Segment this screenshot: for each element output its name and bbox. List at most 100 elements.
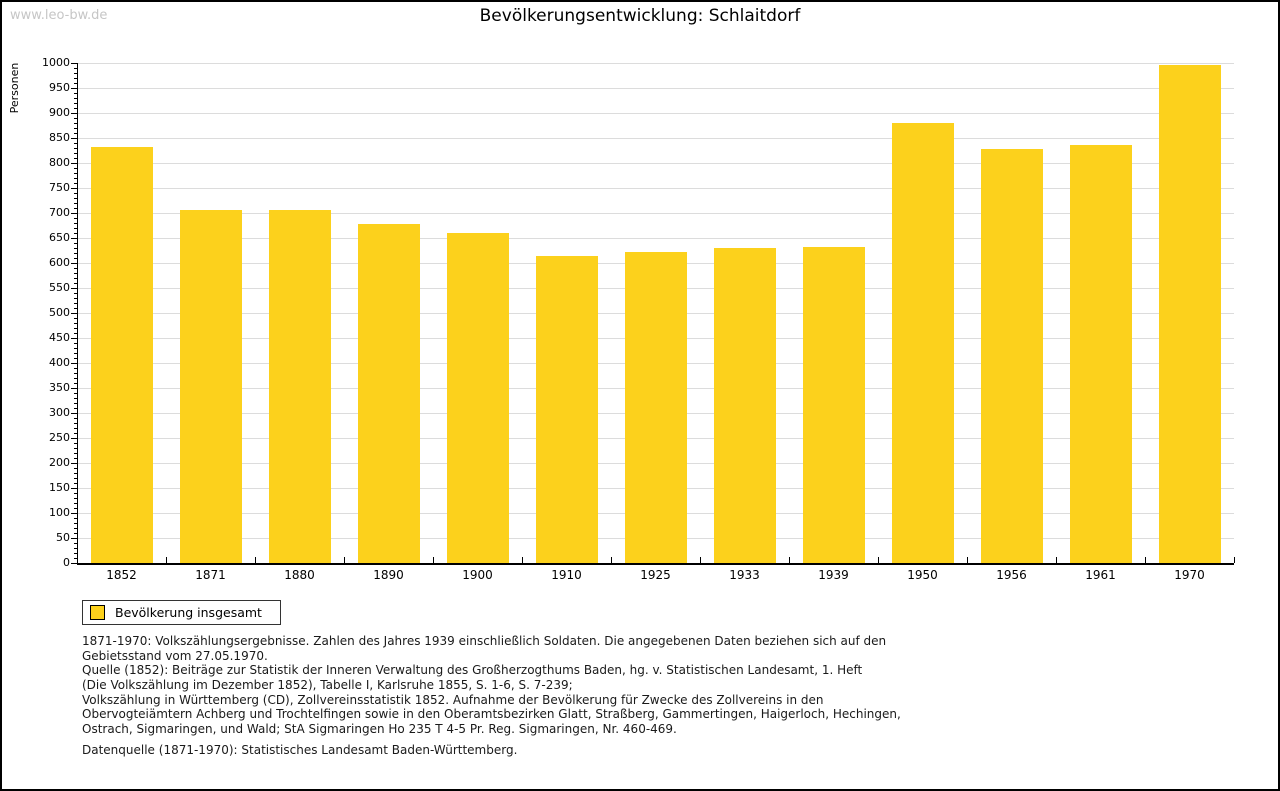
datasource-line: Datenquelle (1871-1970): Statistisches L… — [82, 743, 518, 757]
y-major-tick-200 — [71, 462, 77, 464]
bar-1890 — [357, 224, 420, 563]
y-minor-tick — [74, 147, 77, 149]
y-minor-tick — [74, 107, 77, 109]
y-major-tick-600 — [71, 262, 77, 264]
bar-1961 — [1069, 145, 1132, 563]
y-minor-tick — [74, 372, 77, 374]
footnote-line: 1871-1970: Volkszählungsergebnisse. Zahl… — [82, 634, 887, 648]
y-minor-tick — [74, 217, 77, 219]
y-minor-tick — [74, 407, 77, 409]
x-boundary-tick — [255, 557, 256, 563]
y-minor-tick — [74, 492, 77, 494]
y-minor-tick — [74, 542, 77, 544]
footnote-line: (Die Volkszählung im Dezember 1852), Tab… — [82, 677, 573, 692]
bar-1925 — [624, 252, 687, 563]
y-minor-tick — [74, 117, 77, 119]
x-tick-label-1925: 1925 — [640, 568, 671, 582]
y-minor-tick — [74, 152, 77, 154]
y-major-tick-800 — [71, 162, 77, 164]
source-footnotes: 1871-1970: Volkszählungsergebnisse. Zahl… — [82, 634, 1202, 736]
y-tick-label-1000: 1000 — [42, 56, 70, 69]
y-minor-tick — [74, 92, 77, 94]
x-tick-label-1939: 1939 — [818, 568, 849, 582]
y-major-tick-50 — [71, 537, 77, 539]
y-major-tick-550 — [71, 287, 77, 289]
x-tick-label-1890: 1890 — [373, 568, 404, 582]
y-minor-tick — [74, 317, 77, 319]
y-minor-tick — [74, 467, 77, 469]
y-minor-tick — [74, 547, 77, 549]
y-minor-tick — [74, 267, 77, 269]
x-boundary-tick — [1056, 557, 1057, 563]
y-major-tick-150 — [71, 487, 77, 489]
y-minor-tick — [74, 357, 77, 359]
x-boundary-tick — [967, 557, 968, 563]
gridline-650 — [77, 238, 1234, 239]
y-minor-tick — [74, 82, 77, 84]
footnote-line: Gebietsstand vom 27.05.1970. — [82, 648, 268, 663]
y-tick-label-700: 700 — [49, 206, 70, 219]
bar-1880 — [268, 210, 331, 563]
bar-1933 — [713, 248, 776, 563]
y-tick-label-400: 400 — [49, 356, 70, 369]
x-tick-label-1956: 1956 — [996, 568, 1027, 582]
y-minor-tick — [74, 352, 77, 354]
y-tick-label-450: 450 — [49, 331, 70, 344]
y-minor-tick — [74, 522, 77, 524]
bar-1956 — [980, 149, 1043, 563]
x-tick-label-1961: 1961 — [1085, 568, 1116, 582]
y-major-tick-950 — [71, 87, 77, 89]
y-tick-label-150: 150 — [49, 481, 70, 494]
x-tick-label-1852: 1852 — [106, 568, 137, 582]
x-tick-label-1880: 1880 — [284, 568, 315, 582]
y-minor-tick — [74, 207, 77, 209]
y-minor-tick — [74, 77, 77, 79]
y-minor-tick — [74, 127, 77, 129]
footnote-line: Ostrach, Sigmaringen, und Wald; StA Sigm… — [82, 721, 677, 736]
y-minor-tick — [74, 342, 77, 344]
footnote-line: Quelle (1852): Beiträge zur Statistik de… — [82, 663, 863, 678]
y-minor-tick — [74, 517, 77, 519]
y-minor-tick — [74, 102, 77, 104]
y-major-tick-1000 — [71, 62, 77, 64]
footnote-line: Obervogteiämtern Achberg und Trochtelfin… — [82, 707, 901, 722]
y-major-tick-400 — [71, 362, 77, 364]
y-major-tick-0 — [71, 562, 77, 564]
x-boundary-tick — [878, 557, 879, 563]
y-tick-label-100: 100 — [49, 506, 70, 519]
y-minor-tick — [74, 417, 77, 419]
y-tick-label-550: 550 — [49, 281, 70, 294]
x-axis-line — [77, 563, 1234, 565]
y-major-tick-350 — [71, 387, 77, 389]
y-minor-tick — [74, 377, 77, 379]
y-minor-tick — [74, 182, 77, 184]
gridline-900 — [77, 113, 1234, 114]
x-tick-label-1910: 1910 — [551, 568, 582, 582]
y-minor-tick — [74, 302, 77, 304]
y-minor-tick — [74, 242, 77, 244]
y-minor-tick — [74, 227, 77, 229]
y-minor-tick — [74, 432, 77, 434]
y-minor-tick — [74, 192, 77, 194]
y-minor-tick — [74, 327, 77, 329]
gridline-800 — [77, 163, 1234, 164]
y-minor-tick — [74, 427, 77, 429]
y-minor-tick — [74, 67, 77, 69]
y-minor-tick — [74, 367, 77, 369]
y-minor-tick — [74, 557, 77, 559]
y-major-tick-250 — [71, 437, 77, 439]
y-minor-tick — [74, 282, 77, 284]
y-axis-label: Personen — [8, 62, 21, 114]
x-tick-label-1871: 1871 — [195, 568, 226, 582]
y-major-tick-300 — [71, 412, 77, 414]
y-minor-tick — [74, 97, 77, 99]
y-minor-tick — [74, 347, 77, 349]
bar-1910 — [535, 255, 598, 563]
y-minor-tick — [74, 292, 77, 294]
y-tick-label-750: 750 — [49, 181, 70, 194]
y-tick-label-950: 950 — [49, 81, 70, 94]
bar-1939 — [802, 246, 865, 563]
y-minor-tick — [74, 397, 77, 399]
y-minor-tick — [74, 477, 77, 479]
